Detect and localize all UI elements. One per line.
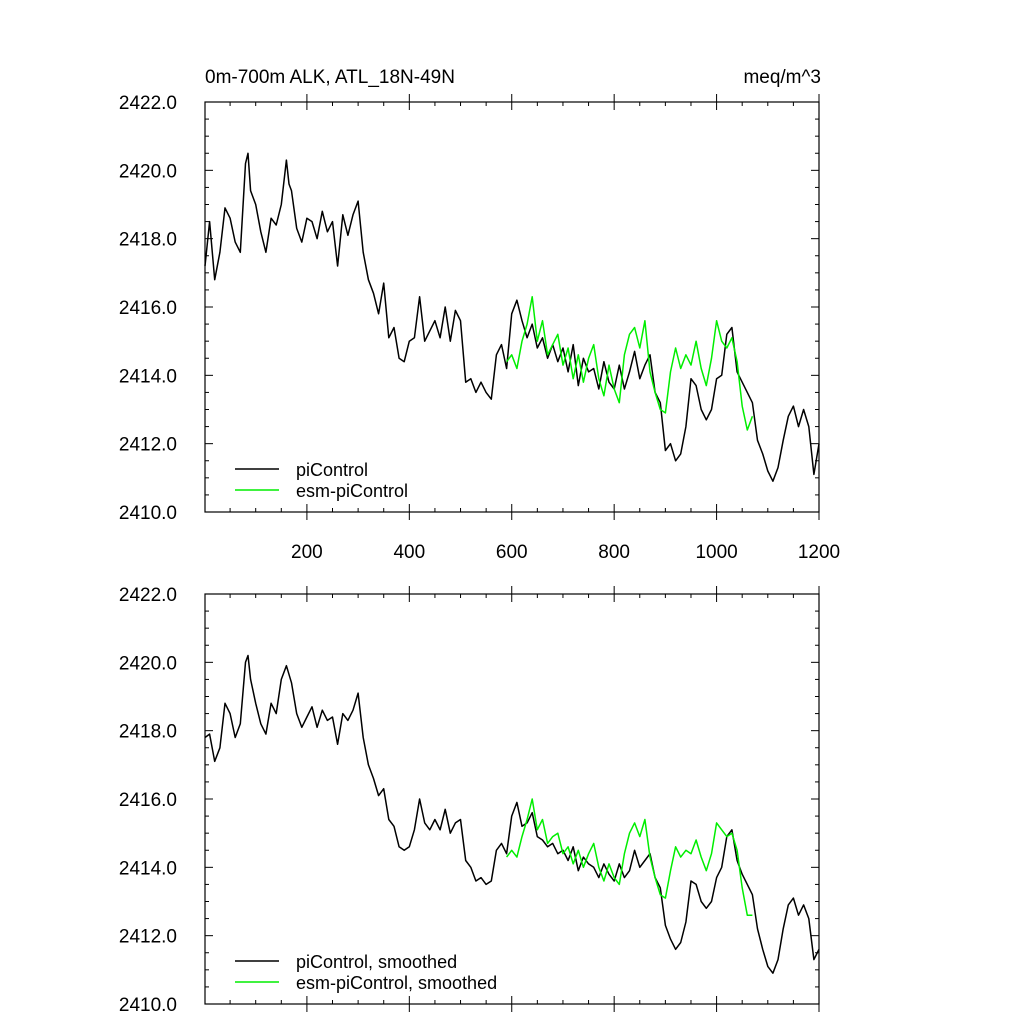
- series-line-picontrol-smoothed: [204, 654, 820, 974]
- chart-title: 0m-700m ALK, ATL_18N-49N: [205, 67, 455, 88]
- y-tick-label: 2418.0: [119, 230, 177, 251]
- legend-label-esm-piControl: esm-piControl: [296, 481, 408, 501]
- bottom-legend: piControl, smoothed esm-piControl, smoot…: [235, 952, 497, 993]
- y-tick-label: 2420.0: [119, 653, 177, 674]
- legend-label-esm-piControl-smoothed: esm-piControl, smoothed: [296, 973, 497, 993]
- y-tick-label: 2414.0: [119, 858, 177, 879]
- x-tick-label: 400: [393, 542, 425, 563]
- y-tick-label: 2416.0: [119, 298, 177, 319]
- series-line-esm-picontrol-smoothed: [506, 798, 753, 916]
- y-tick-label: 2412.0: [119, 927, 177, 948]
- top-panel: 2410.0 2412.0 2414.0 2416.0 2418.0 2420.0 2422…: [119, 93, 840, 563]
- series-line-picontrol: [204, 152, 820, 482]
- y-tick-label: 2418.0: [119, 722, 177, 743]
- top-legend: piControl esm-piControl: [235, 460, 408, 501]
- bottom-panel: 2410.0 2412.0 2414.0 2416.0 2418.0 2420.0 2422…: [119, 585, 820, 1016]
- y-tick-label: 2422.0: [119, 93, 177, 114]
- x-tick-label: 800: [598, 542, 630, 563]
- chart-units: meq/m^3: [743, 67, 821, 88]
- y-tick-label: 2410.0: [119, 995, 177, 1016]
- y-tick-label: 2416.0: [119, 790, 177, 811]
- x-tick-label: 1200: [798, 542, 840, 563]
- x-tick-label: 600: [496, 542, 528, 563]
- bottom-plot-frame: [204, 593, 820, 1005]
- series-line-esm-picontrol: [505, 295, 754, 431]
- y-tick-label: 2412.0: [119, 435, 177, 456]
- y-tick-label: 2422.0: [119, 585, 177, 606]
- legend-label-piControl-smoothed: piControl, smoothed: [296, 952, 457, 972]
- legend-label-piControl: piControl: [296, 460, 368, 480]
- top-plot-frame: [204, 101, 820, 513]
- x-tick-label: 200: [291, 542, 323, 563]
- y-tick-label: 2410.0: [119, 503, 177, 524]
- y-tick-label: 2420.0: [119, 161, 177, 182]
- x-tick-label: 1000: [695, 542, 737, 563]
- y-tick-label: 2414.0: [119, 366, 177, 387]
